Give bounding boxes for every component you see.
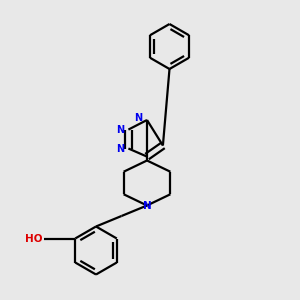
Text: N: N (116, 124, 124, 135)
Text: N: N (134, 113, 143, 123)
Text: HO: HO (26, 233, 43, 244)
Text: N: N (116, 143, 124, 154)
Text: N: N (142, 201, 152, 211)
